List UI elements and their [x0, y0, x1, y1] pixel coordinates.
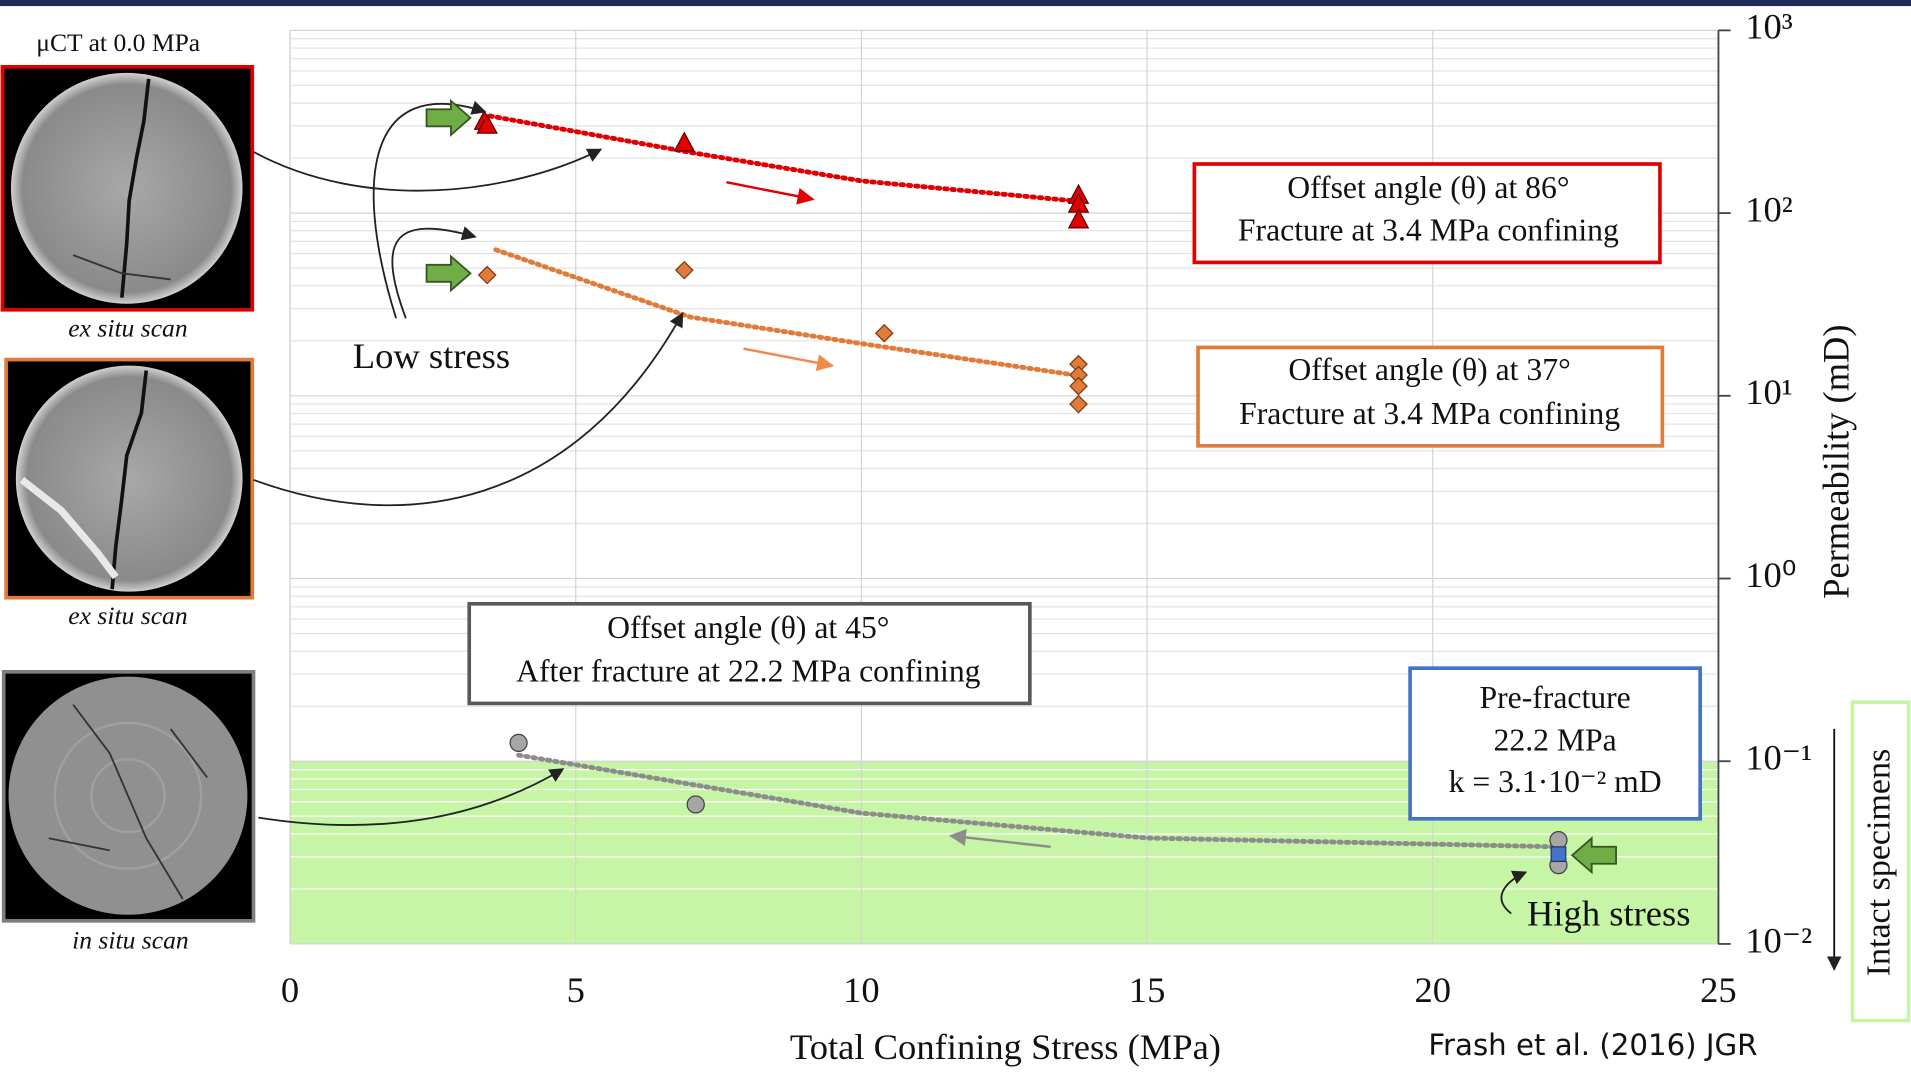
- point: [676, 262, 693, 279]
- annotation-text: 22.2 MPa: [1494, 723, 1617, 758]
- annotation-text: Pre-fracture: [1480, 680, 1631, 715]
- y-tick-label: 10¹: [1745, 371, 1793, 412]
- ct-image: [4, 672, 254, 921]
- x-axis-title: Total Confining Stress (MPa): [790, 1026, 1221, 1067]
- annotation-text: Offset angle (θ) at 86°: [1287, 170, 1569, 205]
- y-tick-label: 10⁰: [1745, 554, 1796, 595]
- x-tick-label: 25: [1700, 969, 1737, 1010]
- ct-image: [2, 67, 252, 310]
- annotation-text: Low stress: [353, 335, 510, 376]
- ct-image: [6, 360, 252, 598]
- annotation-text: After fracture at 22.2 MPa confining: [516, 654, 981, 689]
- annotation-text: Offset angle (θ) at 45°: [607, 610, 889, 645]
- annotation-text: Fracture at 3.4 MPa confining: [1238, 213, 1619, 248]
- point: [510, 734, 527, 751]
- top-bar: [0, 0, 1911, 6]
- image-caption: in situ scan: [72, 926, 189, 955]
- point: [1070, 378, 1087, 395]
- annotation-text: High stress: [1527, 893, 1690, 934]
- citation: Frash et al. (2016) JGR: [1428, 1028, 1757, 1062]
- point: [876, 325, 893, 342]
- images-title: μCT at 0.0 MPa: [36, 28, 200, 57]
- annotation-text: Fracture at 3.4 MPa confining: [1239, 396, 1620, 431]
- image-caption: ex situ scan: [68, 313, 187, 342]
- y-tick-label: 10⁻¹: [1745, 737, 1812, 778]
- x-tick-label: 20: [1414, 969, 1451, 1010]
- point: [479, 267, 496, 284]
- x-tick-label: 10: [843, 969, 880, 1010]
- page: 10⁻² 10⁻¹ 10⁰ 10¹ 10² 10³ 0 5 10 15 20 25 μCT at 0.…: [0, 0, 1911, 1080]
- point: [687, 796, 704, 813]
- x-tick-label: 15: [1129, 969, 1166, 1010]
- point: [1550, 832, 1567, 849]
- chart: 10⁻² 10⁻¹ 10⁰ 10¹ 10² 10³ 0 5 10 15 20 25 μCT at 0.…: [0, 0, 1911, 1080]
- y-tick-label: 10⁻²: [1745, 919, 1812, 960]
- y-axis-title: Permeability (mD): [1816, 325, 1857, 599]
- annotation-text: k = 3.1·10⁻² mD: [1449, 764, 1662, 799]
- y-tick-label: 10²: [1745, 188, 1793, 229]
- point: [1551, 847, 1566, 862]
- point: [1070, 396, 1087, 413]
- annotation-text: Offset angle (θ) at 37°: [1288, 352, 1570, 387]
- x-tick-label: 0: [281, 969, 299, 1010]
- band-label: Intact specimens: [1861, 749, 1898, 977]
- x-tick-label: 5: [567, 969, 585, 1010]
- image-caption: ex situ scan: [68, 601, 187, 630]
- point: [675, 133, 695, 151]
- y-tick-label: 10³: [1745, 6, 1793, 47]
